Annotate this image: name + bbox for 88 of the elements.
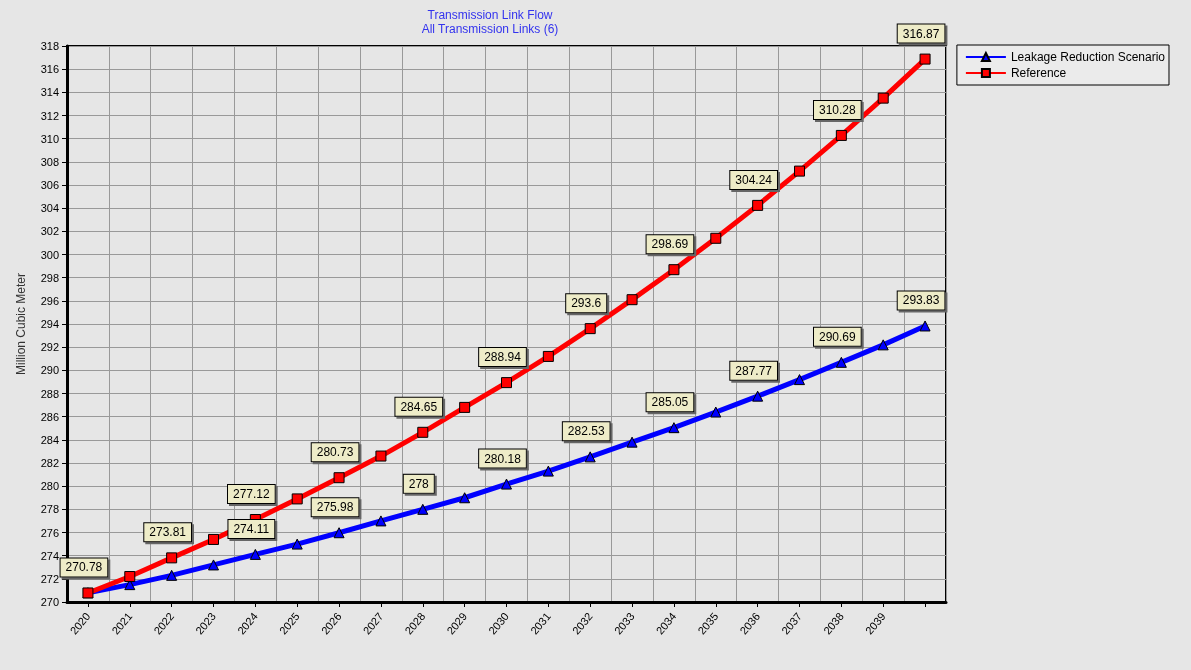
point bbox=[877, 92, 889, 104]
data-label: 273.81 bbox=[149, 525, 187, 540]
data-label: 280.73 bbox=[316, 445, 354, 460]
point bbox=[124, 571, 136, 583]
data-label: 285.05 bbox=[651, 395, 689, 410]
point bbox=[794, 374, 805, 386]
data-label: 270.78 bbox=[65, 560, 103, 575]
y-tick-label: 270 bbox=[40, 596, 59, 608]
data-label: 288.94 bbox=[484, 350, 522, 365]
point bbox=[459, 492, 471, 504]
chart-title: Transmission Link Flow bbox=[427, 8, 553, 22]
y-tick-label: 296 bbox=[40, 294, 59, 307]
point bbox=[584, 451, 596, 463]
data-label: 284.65 bbox=[400, 399, 438, 414]
legend-label: Reference bbox=[1010, 66, 1067, 80]
data-label: 275.98 bbox=[316, 500, 354, 515]
point bbox=[710, 232, 722, 244]
y-tick-label: 274 bbox=[40, 549, 59, 562]
y-tick-label: 292 bbox=[40, 341, 59, 354]
point bbox=[459, 401, 471, 413]
y-tick-label: 280 bbox=[40, 480, 59, 493]
y-tick-label: 306 bbox=[40, 179, 59, 191]
legend-label: Leakage Reduction Scenario bbox=[1010, 50, 1166, 64]
point bbox=[333, 527, 345, 539]
y-tick-label: 310 bbox=[40, 132, 59, 145]
y-tick-label: 294 bbox=[40, 318, 59, 330]
point bbox=[919, 320, 931, 332]
y-axis-title: Million Cubic Meter bbox=[14, 272, 28, 376]
point bbox=[542, 350, 554, 362]
point bbox=[375, 515, 387, 527]
data-label: 304.24 bbox=[735, 172, 773, 187]
point bbox=[835, 129, 847, 141]
point bbox=[208, 533, 219, 545]
y-tick-label: 312 bbox=[40, 109, 59, 122]
y-tick-label: 304 bbox=[40, 202, 59, 215]
point bbox=[333, 472, 345, 484]
data-label: 293.6 bbox=[571, 296, 602, 311]
point bbox=[291, 538, 303, 550]
y-tick-label: 272 bbox=[40, 572, 59, 585]
data-label: 316.87 bbox=[902, 26, 940, 41]
data-label: 310.28 bbox=[819, 102, 857, 117]
point bbox=[626, 436, 638, 448]
y-tick-label: 318 bbox=[40, 40, 59, 52]
data-label: 293.83 bbox=[902, 293, 940, 308]
data-label: 274.11 bbox=[233, 521, 270, 536]
y-tick-label: 300 bbox=[40, 248, 59, 261]
point bbox=[166, 552, 178, 564]
y-tick-label: 284 bbox=[40, 433, 59, 446]
point bbox=[794, 165, 805, 177]
point bbox=[249, 548, 261, 560]
y-tick-label: 290 bbox=[40, 364, 59, 377]
point bbox=[375, 450, 387, 462]
point bbox=[501, 478, 512, 490]
y-tick-label: 286 bbox=[40, 410, 59, 423]
point bbox=[542, 465, 554, 477]
point bbox=[501, 377, 512, 389]
point bbox=[752, 199, 764, 211]
point bbox=[626, 294, 638, 306]
point bbox=[208, 559, 219, 571]
y-tick-label: 276 bbox=[40, 526, 59, 539]
point bbox=[417, 426, 429, 438]
data-label: 278 bbox=[408, 476, 430, 491]
y-tick-label: 316 bbox=[40, 63, 59, 76]
point bbox=[710, 406, 722, 418]
y-tick-label: 282 bbox=[40, 457, 59, 469]
point bbox=[166, 569, 178, 581]
y-tick-label: 278 bbox=[40, 503, 59, 516]
chart-subtitle: All Transmission Links (6) bbox=[421, 22, 559, 36]
y-tick-label: 288 bbox=[40, 387, 59, 400]
point bbox=[835, 356, 847, 368]
y-tick-label: 302 bbox=[40, 225, 59, 238]
data-label: 282.53 bbox=[567, 424, 605, 439]
data-label: 290.69 bbox=[819, 329, 857, 344]
data-label: 277.12 bbox=[233, 487, 271, 502]
y-tick-label: 298 bbox=[40, 271, 59, 284]
point bbox=[291, 493, 303, 505]
point bbox=[417, 503, 429, 515]
point bbox=[668, 264, 680, 276]
point bbox=[584, 323, 596, 335]
data-label: 298.69 bbox=[651, 237, 689, 252]
y-tick-label: 314 bbox=[40, 86, 59, 99]
data-label: 280.18 bbox=[484, 451, 522, 466]
point bbox=[919, 53, 931, 65]
point bbox=[752, 390, 764, 402]
point bbox=[877, 339, 889, 351]
data-label: 287.77 bbox=[735, 363, 773, 378]
point bbox=[668, 422, 680, 434]
y-tick-label: 308 bbox=[40, 155, 59, 168]
